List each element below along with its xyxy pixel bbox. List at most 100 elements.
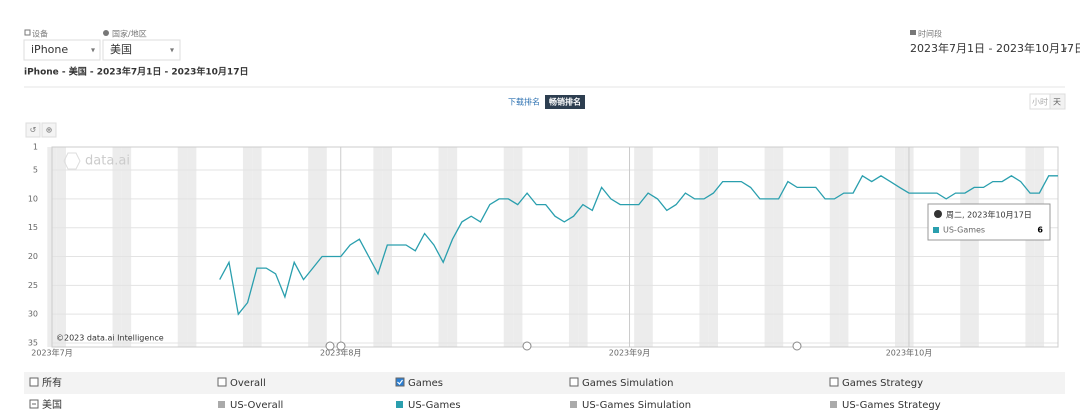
weekend-band (187, 147, 197, 347)
device-select[interactable] (23, 39, 101, 61)
period-label: 时间段 (918, 29, 942, 39)
reset-btn[interactable] (25, 122, 41, 138)
x-tick-label: 2023年8月 (320, 348, 361, 358)
event-marker[interactable] (336, 341, 346, 351)
checkbox[interactable] (395, 377, 405, 387)
weekend-band (894, 147, 905, 347)
weekend-band (764, 147, 774, 347)
event-marker[interactable] (792, 341, 802, 351)
weekend-band (503, 147, 514, 347)
legend-cell: 美国 (42, 398, 62, 411)
weekend-band (568, 147, 579, 347)
checkbox[interactable] (829, 377, 839, 387)
caret: ▾ (170, 46, 174, 55)
y-tick-label: 1 (33, 143, 38, 152)
tab-active[interactable] (545, 95, 585, 109)
tooltip-value: 6 (1037, 226, 1043, 235)
tab[interactable]: 下载排名 (508, 97, 540, 107)
weekend-band (177, 147, 188, 347)
weekend-band (308, 147, 318, 347)
weekend-band (373, 147, 383, 347)
tab[interactable]: 畅销排名 (549, 97, 581, 107)
line-series (219, 174, 1058, 316)
weekend-band (699, 147, 709, 347)
plot-frame (51, 146, 1059, 348)
weekend-band (121, 147, 132, 347)
legend-cell: Overall (230, 378, 266, 389)
weekend-band (773, 147, 784, 347)
weekend-band (56, 147, 66, 347)
weekend-band (578, 147, 588, 347)
period-value[interactable]: 2023年7月1日 - 2023年10月17日 (910, 41, 1080, 55)
weekend-band (242, 147, 253, 347)
y-tick-label: 15 (28, 223, 38, 232)
swatch (830, 401, 837, 408)
country-icon (103, 30, 109, 36)
checkbox[interactable] (217, 377, 227, 387)
country-label: 国家/地区 (112, 29, 147, 39)
tooltip-swatch (933, 227, 939, 233)
legend-cell: Games Simulation (582, 378, 673, 389)
weekend-band (1025, 147, 1035, 347)
legend-row-bg (24, 372, 1065, 394)
y-tick-label: 10 (28, 194, 38, 203)
gran-label: 小时 (1032, 97, 1048, 107)
weekend-band (960, 147, 970, 347)
weekend-band (513, 147, 523, 347)
weekend-band (1034, 147, 1045, 347)
check (397, 379, 403, 385)
zoom-icon: ⊕ (46, 126, 53, 135)
legend-cell: US-Games Simulation (582, 400, 691, 411)
tooltip-box (927, 203, 1051, 241)
checkbox[interactable] (29, 377, 39, 387)
legend-table: 所有 Overall Games Games Simulation Games Stra… (29, 376, 941, 411)
watermark-logo (63, 152, 81, 170)
weekend-band (317, 147, 327, 347)
weekend-band (829, 147, 840, 347)
weekend-band (969, 147, 979, 347)
event-marker[interactable] (325, 341, 335, 351)
copyright: ©2023 data.ai Intelligence (56, 334, 164, 343)
zoom-btn[interactable] (41, 122, 57, 138)
watermark: data.ai (85, 154, 130, 169)
y-tick-label: 25 (28, 281, 38, 290)
caret: ▾ (1063, 45, 1067, 54)
tooltip-date: 周二, 2023年10月17日 (946, 210, 1032, 220)
period-icon (910, 30, 916, 35)
country-select[interactable] (102, 39, 181, 61)
device-icon (24, 29, 31, 36)
y-tick-label: 20 (28, 252, 38, 261)
swatch (218, 401, 225, 408)
event-marker[interactable] (522, 341, 532, 351)
gran-label: 天 (1053, 98, 1061, 107)
x-tick-label: 2023年10月 (886, 348, 933, 358)
weekend-band (839, 147, 849, 347)
weekend-band (112, 147, 122, 347)
weekend-band (634, 147, 644, 347)
reset-icon: ↺ (30, 126, 37, 135)
tooltip-series: US-Games (943, 226, 985, 235)
x-tick-label: 2023年9月 (609, 348, 650, 358)
legend-cell: US-Games (408, 400, 461, 411)
weekend-band (438, 147, 448, 347)
tooltip-icon (934, 210, 942, 218)
legend-cell: US-Games Strategy (842, 400, 941, 411)
weekend-band (708, 147, 719, 347)
gran-btn[interactable] (1049, 93, 1066, 110)
x-tick-label: 2023年7月 (31, 348, 72, 358)
caret: ▾ (91, 46, 95, 55)
weekend-band (643, 147, 653, 347)
y-tick-label: 35 (28, 339, 38, 348)
y-tick-label: 5 (33, 166, 38, 175)
weekend-band (447, 147, 458, 347)
legend-cell: US-Overall (230, 400, 283, 411)
legend-cell: Games (408, 378, 443, 389)
subtitle: iPhone - 美国 - 2023年7月1日 - 2023年10月17日 (24, 66, 248, 78)
y-tick-label: 30 (28, 310, 38, 319)
checkbox[interactable] (569, 377, 579, 387)
device-value: iPhone (31, 43, 68, 56)
weekend-band (252, 147, 262, 347)
swatch (396, 401, 403, 408)
